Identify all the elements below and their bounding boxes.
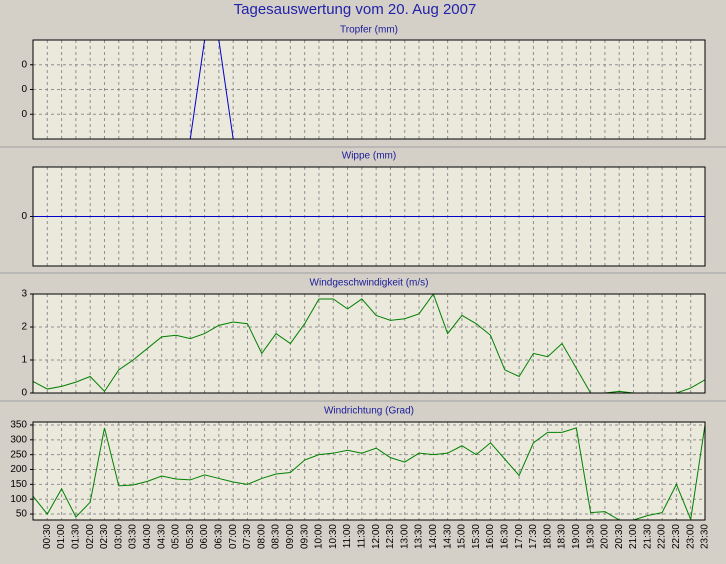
x-tick-label: 02:30 bbox=[99, 524, 110, 549]
x-tick-label: 04:00 bbox=[142, 524, 153, 549]
y-tick-label: 1 bbox=[21, 355, 27, 366]
panel-title: Tropfer (mm) bbox=[340, 25, 398, 36]
x-tick-label: 02:00 bbox=[85, 524, 96, 549]
x-tick-label: 11:30 bbox=[356, 524, 367, 549]
plot-border bbox=[32, 293, 706, 394]
x-tick-label: 15:00 bbox=[457, 524, 468, 549]
x-tick-label: 21:00 bbox=[628, 524, 639, 549]
x-tick-label: 09:30 bbox=[299, 524, 310, 549]
y-tick-label: 250 bbox=[10, 449, 27, 460]
x-tick-label: 17:30 bbox=[528, 524, 539, 549]
x-tick-label: 20:30 bbox=[614, 524, 625, 549]
x-tick-label: 13:30 bbox=[414, 524, 425, 549]
x-tick-label: 23:30 bbox=[700, 524, 711, 549]
y-tick-label: 350 bbox=[10, 420, 27, 431]
x-tick-label: 14:30 bbox=[442, 524, 453, 549]
y-tick-label: 50 bbox=[16, 509, 28, 520]
y-tick-label: 2 bbox=[21, 322, 27, 333]
x-tick-label: 12:00 bbox=[371, 524, 382, 549]
plot-border bbox=[32, 39, 706, 140]
x-tick-label: 04:30 bbox=[156, 524, 167, 549]
x-tick-label: 07:30 bbox=[242, 524, 253, 549]
x-tick-label: 12:30 bbox=[385, 524, 396, 549]
y-tick-label: 0 bbox=[21, 211, 27, 222]
x-tick-label: 03:00 bbox=[113, 524, 124, 549]
y-tick-label: 0 bbox=[21, 84, 27, 95]
x-tick-label: 01:00 bbox=[56, 524, 67, 549]
y-tick-label: 300 bbox=[10, 434, 27, 445]
plot-area bbox=[33, 422, 705, 520]
x-tick-label: 18:00 bbox=[542, 524, 553, 549]
page-title: Tagesauswertung vom 20. Aug 2007 bbox=[234, 1, 477, 18]
x-tick-label: 00:30 bbox=[42, 524, 53, 549]
x-tick-label: 14:00 bbox=[428, 524, 439, 549]
data-line bbox=[33, 424, 705, 520]
x-tick-label: 23:00 bbox=[685, 524, 696, 549]
plot-area bbox=[33, 294, 705, 393]
x-tick-label: 09:00 bbox=[285, 524, 296, 549]
y-tick-label: 0 bbox=[21, 59, 27, 70]
plot-border bbox=[32, 421, 706, 521]
x-tick-label: 13:00 bbox=[399, 524, 410, 549]
x-tick-label: 22:30 bbox=[671, 524, 682, 549]
x-tick-label: 07:00 bbox=[228, 524, 239, 549]
x-tick-label: 06:30 bbox=[214, 524, 225, 549]
y-tick-label: 100 bbox=[10, 494, 27, 505]
panel-title: Windgeschwindigkeit (m/s) bbox=[310, 278, 429, 289]
x-tick-label: 15:30 bbox=[471, 524, 482, 549]
x-tick-label: 20:00 bbox=[600, 524, 611, 549]
x-tick-label: 22:00 bbox=[657, 524, 668, 549]
panel-title: Wippe (mm) bbox=[342, 151, 396, 162]
x-tick-label: 10:00 bbox=[314, 524, 325, 549]
y-tick-label: 200 bbox=[10, 464, 27, 475]
x-tick-label: 10:30 bbox=[328, 524, 339, 549]
data-line bbox=[33, 294, 705, 393]
plot-border bbox=[32, 166, 706, 267]
x-tick-label: 16:00 bbox=[485, 524, 496, 549]
y-tick-label: 150 bbox=[10, 479, 27, 490]
x-tick-label: 21:30 bbox=[642, 524, 653, 549]
y-tick-label: 3 bbox=[21, 289, 27, 300]
x-tick-label: 03:30 bbox=[128, 524, 139, 549]
x-tick-label: 01:30 bbox=[71, 524, 82, 549]
x-tick-label: 19:00 bbox=[571, 524, 582, 549]
x-tick-label: 16:30 bbox=[499, 524, 510, 549]
y-tick-label: 0 bbox=[21, 388, 27, 399]
x-tick-label: 18:30 bbox=[557, 524, 568, 549]
x-tick-label: 05:00 bbox=[171, 524, 182, 549]
y-tick-label: 0 bbox=[21, 109, 27, 120]
x-tick-label: 11:00 bbox=[342, 524, 353, 549]
x-tick-label: 06:00 bbox=[199, 524, 210, 549]
x-tick-label: 05:30 bbox=[185, 524, 196, 549]
x-tick-label: 17:00 bbox=[514, 524, 525, 549]
x-tick-label: 08:00 bbox=[256, 524, 267, 549]
x-tick-label: 19:30 bbox=[585, 524, 596, 549]
panel-title: Windrichtung (Grad) bbox=[324, 406, 414, 417]
x-tick-label: 08:30 bbox=[271, 524, 282, 549]
